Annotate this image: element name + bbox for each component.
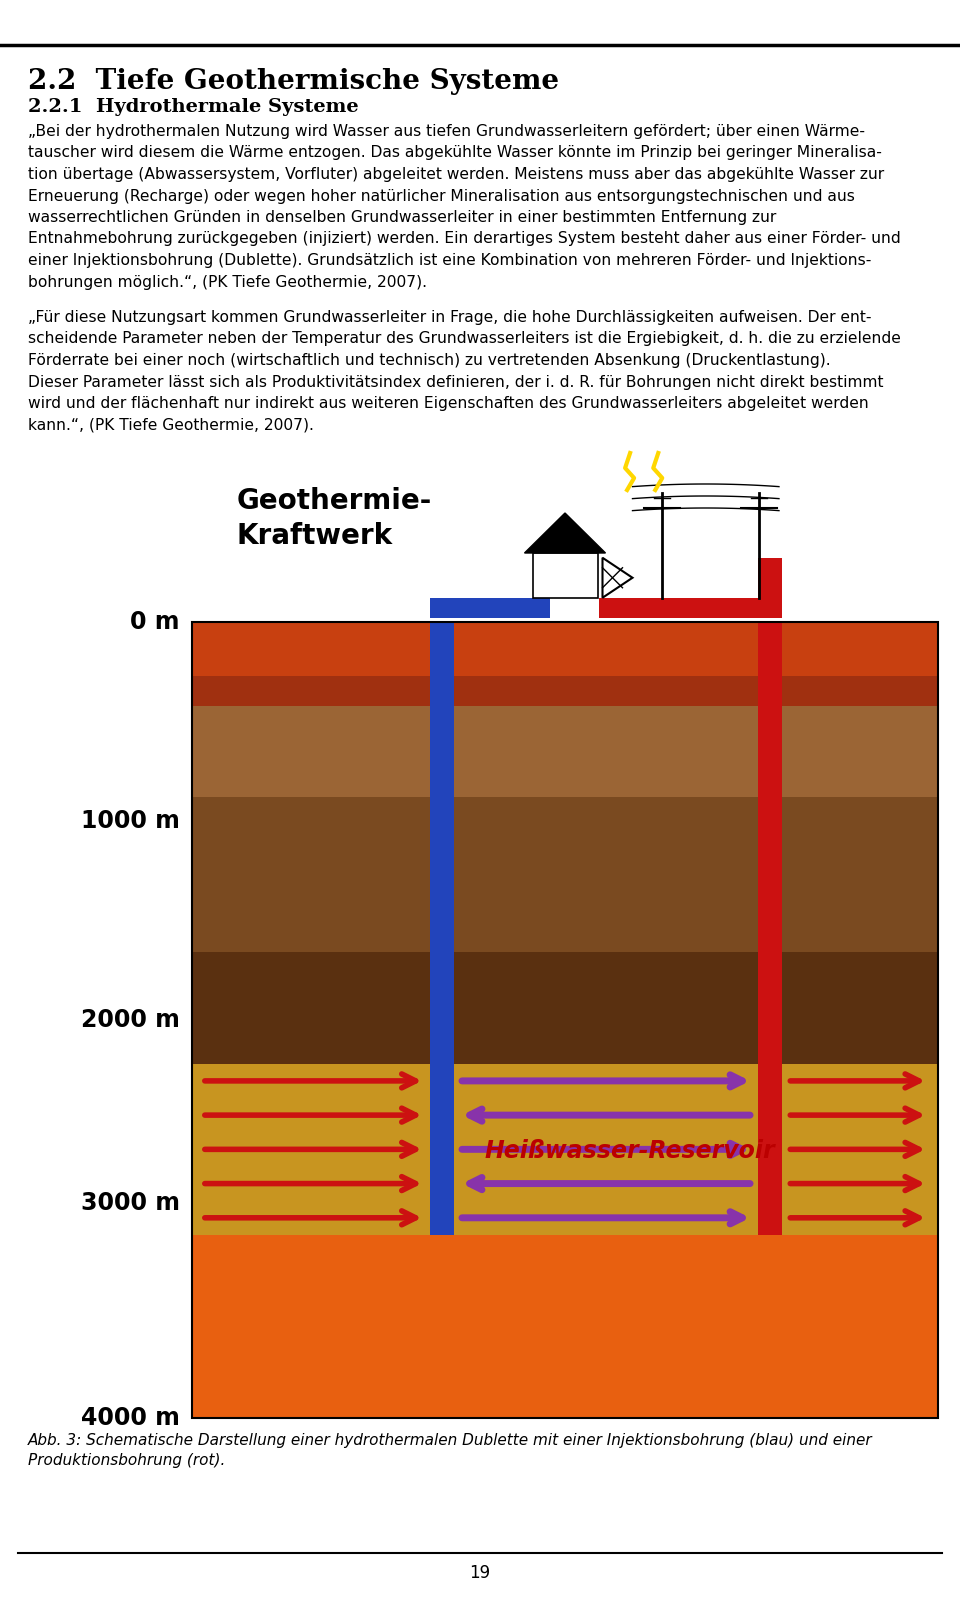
Text: Abb. 3: Schematische Darstellung einer hydrothermalen Dublette mit einer Injekti: Abb. 3: Schematische Darstellung einer h… [28,1434,873,1448]
Text: Entnahmebohrung zurückgegeben (injiziert) werden. Ein derartiges System besteht : Entnahmebohrung zurückgegeben (injiziert… [28,232,900,246]
Text: Geothermie-
Kraftwerk: Geothermie- Kraftwerk [237,486,432,549]
Bar [430,598,550,618]
Bar [192,706,938,797]
Text: „Für diese Nutzungsart kommen Grundwasserleiter in Frage, die hohe Durchlässigke: „Für diese Nutzungsart kommen Grundwasse… [28,310,872,325]
Text: 2.2.1  Hydrothermale Systeme: 2.2.1 Hydrothermale Systeme [28,98,359,117]
Text: 2000 m: 2000 m [82,1008,180,1032]
Text: wird und der flächenhaft nur indirekt aus weiteren Eigenschaften des Grundwasser: wird und der flächenhaft nur indirekt au… [28,395,869,411]
Bar [757,558,782,618]
Text: kann.“, (PK Tiefe Geothermie, 2007).: kann.“, (PK Tiefe Geothermie, 2007). [28,418,314,432]
Text: 2.2  Tiefe Geothermische Systeme: 2.2 Tiefe Geothermische Systeme [28,67,559,94]
Polygon shape [603,558,633,598]
Text: Produktionsbohrung (rot).: Produktionsbohrung (rot). [28,1453,226,1469]
Text: Heißwasser-Reservoir: Heißwasser-Reservoir [484,1139,775,1163]
Text: tion übertage (Abwassersystem, Vorfluter) abgeleitet werden. Meistens muss aber : tion übertage (Abwassersystem, Vorfluter… [28,166,884,182]
Text: einer Injektionsbohrung (Dublette). Grundsätzlich ist eine Kombination von mehre: einer Injektionsbohrung (Dublette). Grun… [28,253,872,267]
Bar [599,598,782,618]
Bar [192,622,938,677]
Bar [192,797,938,952]
Text: „Bei der hydrothermalen Nutzung wird Wasser aus tiefen Grundwasserleitern geförd: „Bei der hydrothermalen Nutzung wird Was… [28,125,865,139]
Text: 4000 m: 4000 m [82,1406,180,1430]
Bar [430,622,454,1235]
Text: bohrungen möglich.“, (PK Tiefe Geothermie, 2007).: bohrungen möglich.“, (PK Tiefe Geothermi… [28,275,427,290]
Bar [192,677,938,706]
Bar [192,952,938,1064]
Bar [757,622,782,1235]
Bar [192,1064,938,1235]
Bar [533,554,597,598]
Text: tauscher wird diesem die Wärme entzogen. Das abgekühlte Wasser könnte im Prinzip: tauscher wird diesem die Wärme entzogen.… [28,146,882,160]
Bar [192,622,938,1418]
Text: Dieser Parameter lässt sich als Produktivitätsindex definieren, der i. d. R. für: Dieser Parameter lässt sich als Produkti… [28,374,883,389]
Text: scheidende Parameter neben der Temperatur des Grundwasserleiters ist die Ergiebi: scheidende Parameter neben der Temperatu… [28,331,900,347]
Bar [192,1235,938,1418]
Text: 1000 m: 1000 m [82,810,180,834]
Text: Erneuerung (Recharge) oder wegen hoher natürlicher Mineralisation aus entsorgung: Erneuerung (Recharge) oder wegen hoher n… [28,189,854,203]
Text: 19: 19 [469,1565,491,1582]
Text: 3000 m: 3000 m [81,1190,180,1214]
Text: Förderrate bei einer noch (wirtschaftlich und technisch) zu vertretenden Absenku: Förderrate bei einer noch (wirtschaftlic… [28,354,830,368]
Polygon shape [524,514,606,554]
Text: 0 m: 0 m [131,610,180,634]
Text: wasserrechtlichen Gründen in denselben Grundwasserleiter in einer bestimmten Ent: wasserrechtlichen Gründen in denselben G… [28,210,777,226]
